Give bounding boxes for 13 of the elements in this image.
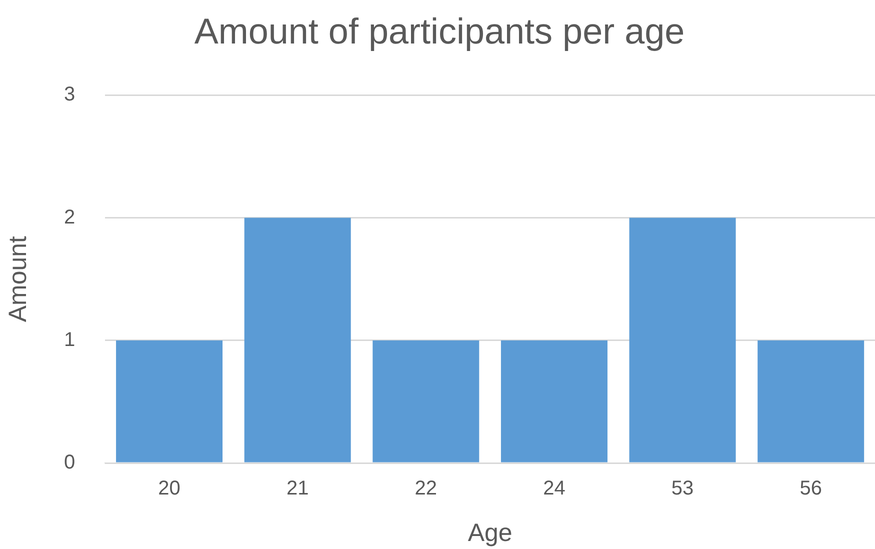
x-axis-title: Age [468, 518, 512, 547]
y-axis-title: Amount [4, 236, 32, 322]
chart-title: Amount of participants per age [194, 10, 685, 52]
y-tick-label: 0 [64, 452, 76, 474]
x-tick-label: 22 [414, 478, 438, 500]
y-tick-label: 1 [64, 328, 76, 351]
x-tick-label: 20 [158, 478, 180, 500]
y-tick-label: 2 [64, 206, 76, 228]
y-tick-label: 3 [64, 84, 76, 106]
x-tick-label: 53 [671, 478, 694, 500]
x-tick-label: 24 [543, 478, 566, 500]
x-tick-label: 56 [800, 478, 822, 500]
x-tick-label: 21 [286, 478, 309, 500]
